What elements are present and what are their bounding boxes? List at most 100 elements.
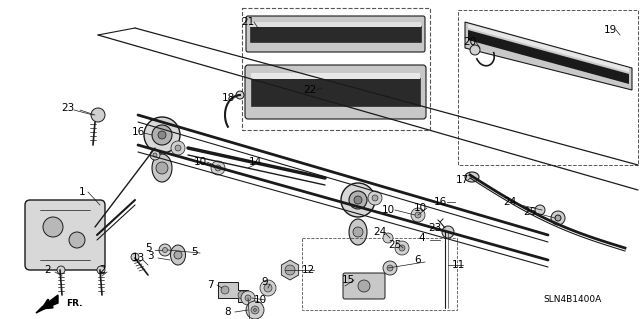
Text: 19: 19 [604, 25, 616, 35]
Circle shape [442, 226, 454, 238]
Circle shape [535, 205, 545, 215]
Text: 16: 16 [131, 127, 145, 137]
FancyBboxPatch shape [245, 65, 426, 119]
Text: 2: 2 [45, 265, 51, 275]
Text: 17: 17 [456, 175, 468, 185]
Text: 12: 12 [301, 265, 315, 275]
Circle shape [415, 212, 421, 218]
Text: 16: 16 [433, 197, 447, 207]
Circle shape [358, 280, 370, 292]
Text: 25: 25 [388, 240, 402, 250]
FancyBboxPatch shape [246, 16, 425, 52]
Bar [458, 10, 638, 165]
Circle shape [285, 265, 295, 275]
Bar [242, 8, 430, 130]
Circle shape [57, 266, 65, 274]
Text: 7: 7 [207, 280, 213, 290]
Circle shape [171, 141, 185, 155]
Text: 13: 13 [131, 253, 145, 263]
Circle shape [152, 125, 172, 145]
Ellipse shape [349, 219, 367, 245]
Circle shape [354, 196, 362, 204]
Text: SLN4B1400A: SLN4B1400A [543, 295, 601, 305]
Circle shape [383, 233, 393, 243]
Text: 23: 23 [61, 103, 75, 113]
Circle shape [349, 191, 367, 209]
Circle shape [69, 232, 85, 248]
Text: 14: 14 [248, 157, 262, 167]
Text: 24: 24 [504, 197, 516, 207]
Text: 5: 5 [145, 243, 151, 253]
Text: 3: 3 [147, 251, 154, 261]
Circle shape [91, 108, 105, 122]
Text: 20: 20 [463, 37, 477, 47]
Ellipse shape [152, 154, 172, 182]
Circle shape [353, 227, 363, 237]
Bar [250, 22, 421, 27]
Circle shape [411, 208, 425, 222]
Circle shape [341, 183, 375, 217]
Bar [251, 78, 420, 106]
Circle shape [246, 301, 264, 319]
Circle shape [551, 211, 565, 225]
Text: 9: 9 [262, 277, 268, 287]
Circle shape [241, 291, 255, 305]
Text: 18: 18 [221, 93, 235, 103]
Text: 4: 4 [419, 233, 426, 243]
Polygon shape [468, 24, 629, 72]
Text: 10: 10 [381, 205, 395, 215]
Circle shape [470, 45, 480, 55]
Circle shape [43, 217, 63, 237]
Circle shape [159, 244, 171, 256]
Circle shape [221, 286, 229, 294]
Circle shape [156, 162, 168, 174]
Text: 10: 10 [253, 295, 267, 305]
Circle shape [395, 241, 409, 255]
Polygon shape [468, 30, 629, 84]
Text: 6: 6 [415, 255, 421, 265]
Circle shape [253, 308, 257, 311]
Bar [250, 26, 421, 42]
Bar [302, 238, 457, 310]
Polygon shape [465, 22, 632, 90]
Circle shape [174, 251, 182, 259]
Circle shape [555, 215, 561, 221]
FancyBboxPatch shape [343, 273, 385, 299]
Circle shape [211, 161, 225, 175]
Circle shape [131, 253, 139, 261]
Ellipse shape [465, 172, 479, 182]
Circle shape [399, 245, 405, 251]
Text: 25: 25 [524, 207, 536, 217]
Text: 15: 15 [341, 275, 355, 285]
Circle shape [150, 150, 160, 160]
Circle shape [372, 195, 378, 201]
Circle shape [144, 117, 180, 153]
Text: 5: 5 [192, 247, 198, 257]
Circle shape [251, 306, 259, 314]
FancyBboxPatch shape [25, 200, 105, 270]
Circle shape [368, 191, 382, 205]
Circle shape [158, 131, 166, 139]
Polygon shape [218, 282, 248, 302]
Circle shape [383, 261, 397, 275]
Polygon shape [36, 295, 58, 313]
Circle shape [175, 145, 181, 151]
Text: 8: 8 [225, 307, 231, 317]
Circle shape [236, 91, 244, 99]
Circle shape [97, 266, 105, 274]
Bar [251, 73, 420, 79]
Text: 21: 21 [241, 17, 255, 27]
Text: 1: 1 [79, 187, 85, 197]
Text: 2: 2 [100, 265, 106, 275]
Circle shape [387, 265, 393, 271]
Circle shape [153, 153, 157, 157]
Circle shape [163, 248, 168, 253]
Text: 24: 24 [373, 227, 387, 237]
Circle shape [215, 165, 221, 171]
Ellipse shape [170, 245, 186, 265]
Text: 23: 23 [428, 223, 442, 233]
Circle shape [238, 291, 246, 299]
Text: 10: 10 [413, 203, 427, 213]
Text: 22: 22 [303, 85, 317, 95]
Circle shape [260, 280, 276, 296]
